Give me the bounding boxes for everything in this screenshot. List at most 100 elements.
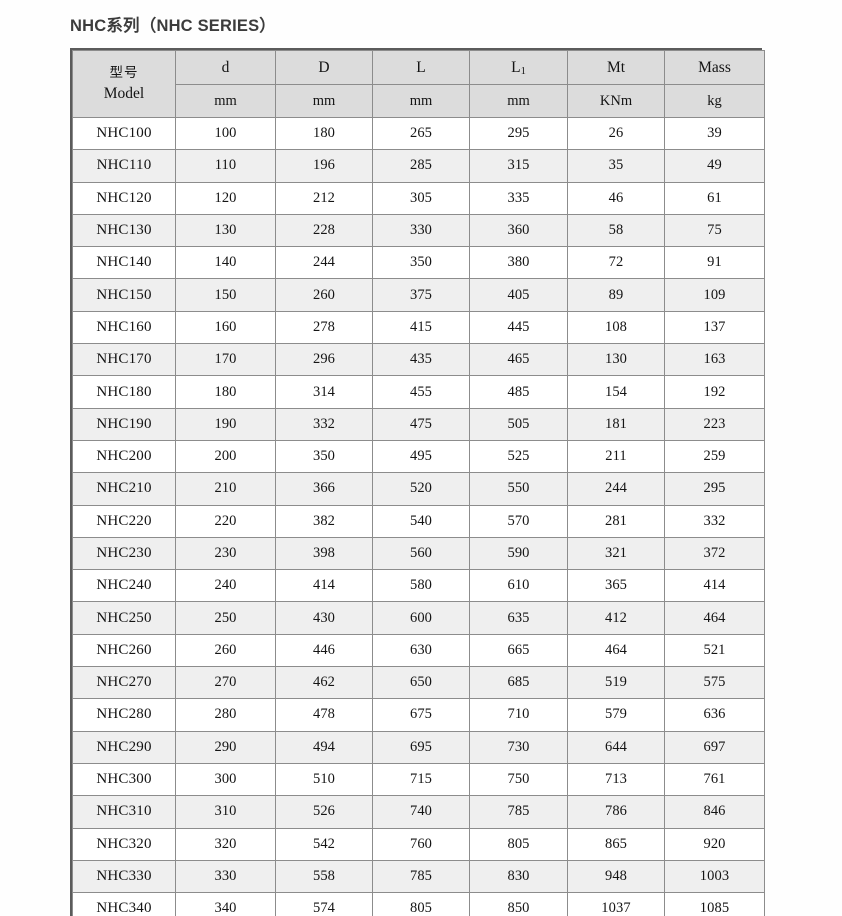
cell-length-1: 665 — [469, 633, 568, 668]
cell-length-1: 570 — [469, 504, 568, 538]
cell-outer-diameter: 398 — [275, 536, 373, 571]
cell-model: NHC280 — [72, 698, 176, 732]
cell-mass: 697 — [664, 730, 765, 764]
cell-torque: 26 — [567, 116, 665, 151]
cell-torque: 154 — [567, 375, 665, 409]
cell-outer-diameter: 574 — [275, 892, 373, 916]
cell-torque: 181 — [567, 407, 665, 441]
cell-length: 375 — [372, 278, 470, 312]
cell-length: 580 — [372, 569, 470, 603]
cell-d: 170 — [175, 343, 276, 377]
column-header-Mt: Mt — [567, 50, 665, 85]
cell-model: NHC170 — [72, 343, 176, 377]
cell-length-1: 685 — [469, 666, 568, 700]
cell-outer-diameter: 180 — [275, 116, 373, 151]
cell-mass: 1085 — [664, 892, 765, 916]
cell-d: 250 — [175, 601, 276, 635]
cell-outer-diameter: 558 — [275, 859, 373, 894]
cell-length-1: 635 — [469, 601, 568, 635]
cell-length: 650 — [372, 666, 470, 700]
cell-mass: 61 — [664, 181, 765, 215]
cell-mass: 521 — [664, 633, 765, 668]
page-title: NHC系列（NHC SERIES） — [70, 17, 277, 35]
cell-torque: 579 — [567, 698, 665, 732]
cell-length-1: 465 — [469, 343, 568, 377]
cell-length: 285 — [372, 149, 470, 183]
column-unit-L: mm — [372, 84, 470, 118]
cell-d: 280 — [175, 698, 276, 732]
cell-length: 785 — [372, 859, 470, 894]
table-row: NHC200 200 350 495 525 211 259 — [72, 439, 765, 474]
cell-model: NHC210 — [72, 472, 176, 506]
table-row: NHC210 210 366 520 550 244 295 — [72, 472, 765, 506]
column-unit-d: mm — [175, 84, 276, 118]
table-body: NHC100 100 180 265 295 26 39 NHC110 110 196 285 315… — [72, 116, 765, 916]
cell-length-1: 335 — [469, 181, 568, 215]
cell-length-1: 805 — [469, 827, 568, 861]
cell-outer-diameter: 196 — [275, 149, 373, 183]
table-row: NHC320 320 542 760 805 865 920 — [72, 827, 765, 861]
cell-length-1: 590 — [469, 536, 568, 571]
cell-model: NHC160 — [72, 310, 176, 345]
cell-length-1: 550 — [469, 472, 568, 506]
column-header-L1-base: L — [511, 58, 521, 76]
column-unit-mass: kg — [664, 84, 765, 118]
cell-torque: 865 — [567, 827, 665, 861]
cell-d: 320 — [175, 827, 276, 861]
cell-length: 760 — [372, 827, 470, 861]
cell-mass: 414 — [664, 569, 765, 603]
cell-d: 340 — [175, 892, 276, 916]
cell-outer-diameter: 350 — [275, 439, 373, 474]
table-row: NHC120 120 212 305 335 46 61 — [72, 181, 765, 215]
cell-d: 220 — [175, 504, 276, 538]
cell-d: 150 — [175, 278, 276, 312]
cell-model: NHC250 — [72, 601, 176, 635]
cell-torque: 89 — [567, 278, 665, 312]
cell-model: NHC230 — [72, 536, 176, 571]
table-head: 型号 Model d D L L1 Mt Mass mm mm mm mm KN… — [72, 50, 765, 118]
cell-mass: 259 — [664, 439, 765, 474]
cell-d: 270 — [175, 666, 276, 700]
cell-model: NHC120 — [72, 181, 176, 215]
cell-length-1: 730 — [469, 730, 568, 764]
cell-length: 560 — [372, 536, 470, 571]
cell-length: 600 — [372, 601, 470, 635]
cell-outer-diameter: 366 — [275, 472, 373, 506]
cell-torque: 46 — [567, 181, 665, 215]
cell-d: 120 — [175, 181, 276, 215]
column-unit-L1: mm — [469, 84, 568, 118]
cell-outer-diameter: 478 — [275, 698, 373, 732]
column-header-L: L — [372, 50, 470, 85]
cell-length-1: 505 — [469, 407, 568, 441]
cell-torque: 1037 — [567, 892, 665, 916]
cell-length: 540 — [372, 504, 470, 538]
cell-length: 330 — [372, 213, 470, 248]
cell-torque: 464 — [567, 633, 665, 668]
cell-d: 260 — [175, 633, 276, 668]
cell-outer-diameter: 314 — [275, 375, 373, 409]
cell-torque: 713 — [567, 762, 665, 797]
cell-outer-diameter: 462 — [275, 666, 373, 700]
cell-length: 475 — [372, 407, 470, 441]
cell-model: NHC140 — [72, 246, 176, 280]
cell-mass: 636 — [664, 698, 765, 732]
cell-mass: 223 — [664, 407, 765, 441]
cell-model: NHC290 — [72, 730, 176, 764]
cell-torque: 786 — [567, 795, 665, 829]
cell-outer-diameter: 446 — [275, 633, 373, 668]
cell-outer-diameter: 494 — [275, 730, 373, 764]
cell-mass: 575 — [664, 666, 765, 700]
cell-length-1: 295 — [469, 116, 568, 151]
cell-torque: 108 — [567, 310, 665, 345]
cell-length: 715 — [372, 762, 470, 797]
cell-torque: 281 — [567, 504, 665, 538]
table-row: NHC180 180 314 455 485 154 192 — [72, 375, 765, 409]
table-row: NHC270 270 462 650 685 519 575 — [72, 666, 765, 700]
cell-model: NHC130 — [72, 213, 176, 248]
cell-outer-diameter: 212 — [275, 181, 373, 215]
cell-d: 140 — [175, 246, 276, 280]
cell-d: 160 — [175, 310, 276, 345]
table-row: NHC310 310 526 740 785 786 846 — [72, 795, 765, 829]
table-row: NHC220 220 382 540 570 281 332 — [72, 504, 765, 538]
cell-outer-diameter: 526 — [275, 795, 373, 829]
